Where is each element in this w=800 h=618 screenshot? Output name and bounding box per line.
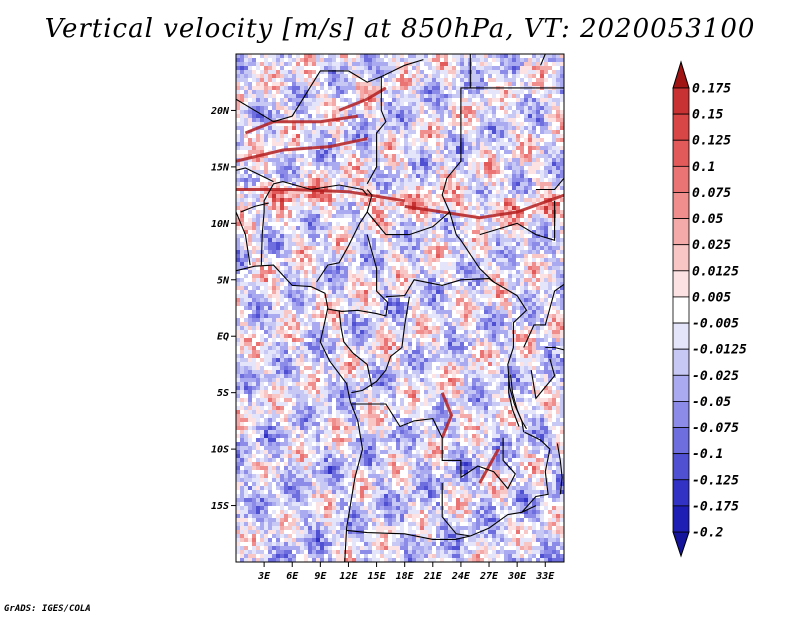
y-tick-label: 15S: [211, 501, 229, 512]
x-tick-label: 24E: [451, 571, 471, 582]
colorbar-swatch: [672, 192, 690, 219]
colorbar-top-arrow: [672, 60, 690, 89]
y-tick-label: EQ: [217, 332, 229, 343]
velocity-field: [236, 54, 564, 562]
colorbar-label: -0.1: [692, 447, 723, 462]
x-tick-label: 33E: [535, 571, 555, 582]
colorbar-swatch: [672, 453, 690, 481]
colorbar-label: -0.005: [692, 317, 739, 332]
y-tick-label: 5N: [217, 275, 230, 286]
colorbar-swatch: [672, 270, 690, 298]
colorbar-label: -0.025: [692, 369, 739, 384]
colorbar-swatch: [672, 374, 690, 402]
y-tick-label: 10N: [211, 219, 230, 230]
x-tick-label: 21E: [423, 571, 443, 582]
y-tick-label: 20N: [210, 106, 230, 117]
colorbar-label: 0.005: [692, 290, 731, 305]
colorbar-label: -0.175: [692, 499, 739, 514]
map-title: Vertical velocity [m/s] at 850hPa, VT: 2…: [44, 14, 756, 44]
colorbar-swatch: [672, 87, 690, 115]
colorbar-label: 0.075: [692, 186, 731, 201]
country-borders: [236, 54, 564, 562]
colorbar: 0.175 0.15 0.125 0.1 0.075 0.05 0.025 0.0125 0.0…: [672, 60, 747, 558]
colorbar-swatch: [672, 113, 690, 141]
colorbar-label: -0.125: [692, 473, 739, 488]
x-tick-label: 30E: [507, 571, 527, 582]
colorbar-swatch: [672, 479, 690, 507]
colorbar-swatch: [672, 139, 690, 167]
y-tick-label: 5S: [217, 388, 229, 399]
colorbar-label: 0.175: [692, 82, 731, 97]
x-tick-label: 15E: [368, 571, 387, 582]
x-tick-label: 27E: [479, 571, 499, 582]
x-tick-label: 3E: [257, 571, 271, 582]
colorbar-swatch: [672, 505, 690, 533]
colorbar-label: 0.125: [692, 134, 731, 149]
colorbar-label: 0.05: [692, 212, 723, 227]
x-tick-label: 6E: [286, 571, 299, 582]
colorbar-label: 0.025: [692, 238, 731, 253]
x-axis-ticks: 3E 6E 9E 12E 15E 18E 21E 24E 27E 30E 33E: [257, 562, 555, 582]
colorbar-swatch: [672, 165, 690, 193]
colorbar-bottom-arrow: [672, 531, 690, 558]
colorbar-swatch: [672, 244, 690, 272]
colorbar-swatch: [672, 296, 690, 324]
colorbar-swatch: [672, 348, 690, 376]
x-tick-label: 9E: [314, 571, 327, 582]
colorbar-swatch: [672, 427, 690, 455]
colorbar-label: 0.15: [692, 108, 723, 123]
y-axis-ticks: 20N 15N 10N 5N EQ 5S 10S 15S: [210, 106, 236, 512]
colorbar-label: -0.0125: [692, 343, 747, 358]
colorbar-label: 0.1: [692, 160, 715, 175]
colorbar-swatch: [672, 401, 690, 428]
colorbar-swatch: [672, 322, 690, 350]
colorbar-label: -0.05: [692, 395, 731, 410]
x-tick-label: 18E: [396, 571, 415, 582]
colorbar-label: -0.075: [692, 421, 739, 436]
plot-frame: [235, 53, 565, 563]
x-tick-label: 12E: [339, 571, 358, 582]
colorbar-swatch: [672, 218, 690, 246]
colorbar-label: 0.0125: [692, 264, 739, 279]
y-tick-label: 10S: [211, 445, 229, 456]
y-tick-label: 15N: [211, 162, 230, 173]
credit-text: GrADS: IGES/COLA: [4, 604, 91, 614]
colorbar-label: -0.2: [692, 526, 723, 541]
